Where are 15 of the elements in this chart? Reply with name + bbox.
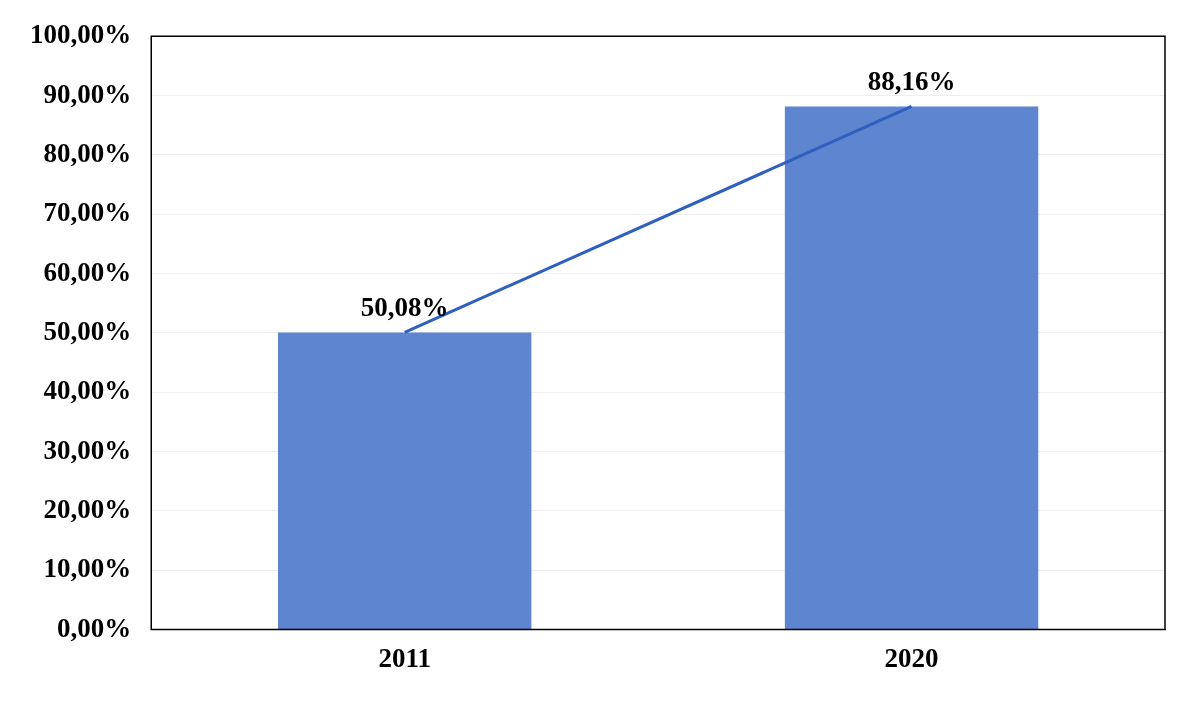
y-tick-label: 10,00% [43, 553, 132, 584]
y-tick-label: 70,00% [43, 197, 132, 228]
y-tick-label: 50,00% [43, 315, 132, 346]
y-tick-label: 30,00% [43, 434, 132, 465]
data-label: 50,08% [360, 291, 449, 322]
y-tick-label: 20,00% [43, 493, 132, 524]
y-tick-label: 0,00% [57, 612, 132, 643]
y-tick-label: 40,00% [43, 375, 132, 406]
data-label: 88,16% [867, 65, 956, 96]
y-tick-label: 60,00% [43, 256, 132, 287]
y-tick-label: 80,00% [43, 137, 132, 168]
x-tick-label: 2020 [884, 642, 939, 673]
y-tick-label: 90,00% [43, 78, 132, 109]
x-tick-label: 2011 [378, 642, 431, 673]
y-tick-label: 100,00% [30, 19, 132, 50]
